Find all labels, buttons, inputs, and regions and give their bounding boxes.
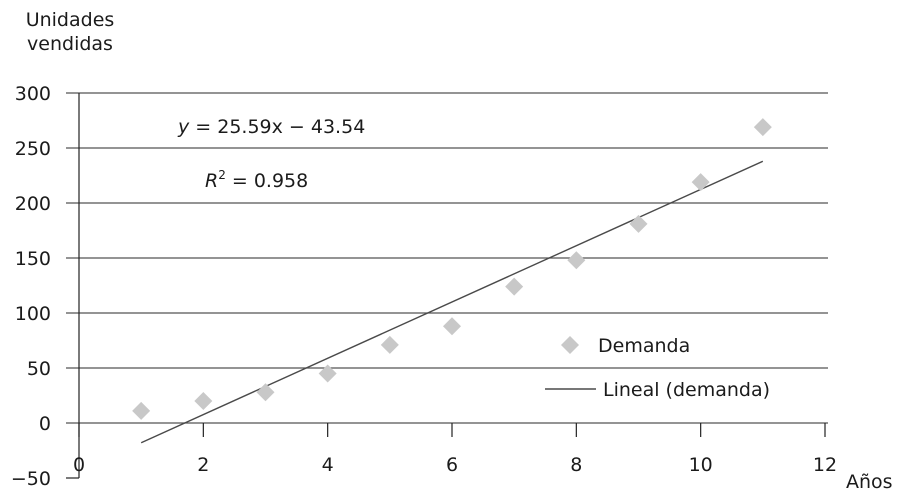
data-point [691,173,710,192]
x-tick-label: 0 [73,454,85,476]
data-point [380,335,399,354]
data-point [505,277,524,296]
y-axis-title-line1: Unidades [26,9,115,31]
trendline-group [140,160,764,444]
y-tick-label: 100 [15,303,51,325]
trendline-equation: y = 25.59x − 43.54 [177,116,365,138]
tick-labels: −50 0 50 100 150 200 250 300 0 2 4 6 8 10 12 [11,83,837,490]
data-point [567,251,586,270]
x-axis-title: Años [846,471,893,491]
data-point [753,118,772,137]
x-tick-label: 10 [689,454,713,476]
y-tick-label: 200 [15,193,51,215]
x-tick-label: 12 [813,454,837,476]
r-squared-r: R [205,170,218,192]
x-tick-label: 6 [446,454,458,476]
data-points [132,118,772,420]
y-tick-label: −50 [11,468,51,490]
data-point [256,383,275,402]
data-point [194,392,213,410]
legend-diamond-marker [561,336,579,354]
y-tick-label: 300 [15,83,51,105]
r-squared-value: = 0.958 [226,170,308,192]
y-tick-label: 0 [39,413,51,435]
x-tick-label: 2 [197,454,209,476]
data-point [629,214,648,233]
equation-body: = 25.59x − 43.54 [189,116,365,138]
r-squared-exponent: 2 [218,168,226,182]
r-squared: R2 = 0.958 [205,168,308,192]
axes [78,93,826,478]
data-point [132,401,151,420]
equation-y-var: y [177,116,190,138]
legend: Demanda Lineal (demanda) [545,335,770,401]
x-tick-label: 8 [570,454,582,476]
legend-label-lineal: Lineal (demanda) [603,379,770,401]
legend-label-demanda: Demanda [598,335,690,357]
y-tick-label: 50 [27,358,51,380]
y-tick-label: 250 [15,138,51,160]
grid-lines [66,92,828,479]
trendline [140,160,764,444]
y-tick-label: 150 [15,248,51,270]
x-tick-label: 4 [322,454,334,476]
data-point [443,317,461,336]
data-point [318,364,337,383]
y-axis-title-line2: vendidas [27,33,113,55]
